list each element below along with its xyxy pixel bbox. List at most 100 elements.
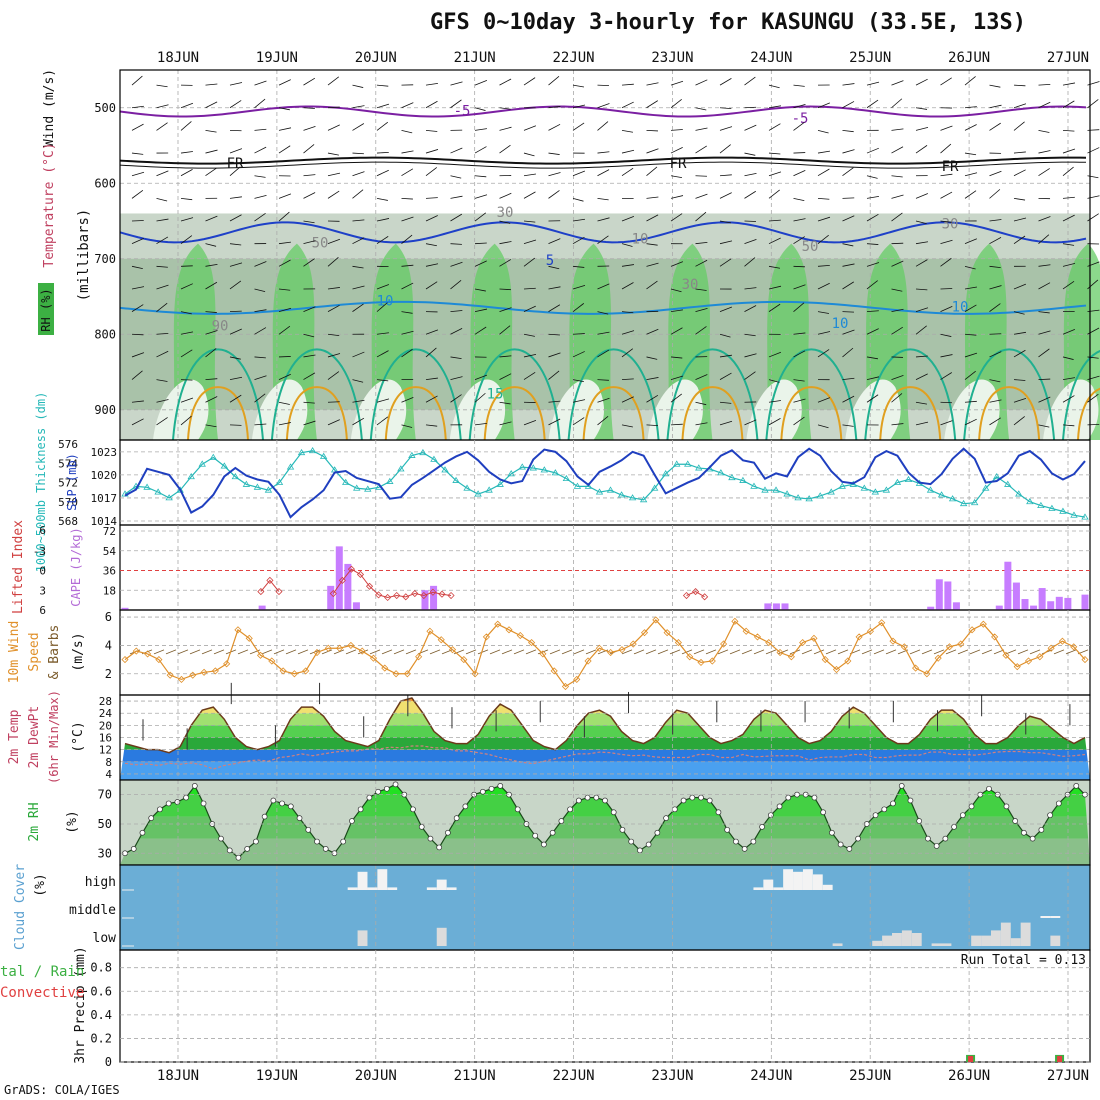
wind-barb (719, 354, 732, 358)
wind-barb (278, 356, 291, 358)
contour-label: FR (227, 156, 244, 172)
rh-point (567, 806, 573, 813)
temp-band (120, 698, 1090, 702)
thickness-point (783, 490, 791, 497)
rh-point (829, 829, 835, 836)
wind-barb (278, 79, 291, 86)
wind-barb (989, 265, 1001, 269)
cape-bar (952, 602, 960, 610)
cape-bar (781, 603, 789, 610)
rh-axis-label: (%) (65, 810, 80, 833)
wind-barb (352, 285, 365, 290)
wind-barb (744, 220, 756, 222)
wind-speed-point (539, 650, 547, 658)
wind-barb (989, 237, 1002, 245)
cloud-high-bar (773, 887, 784, 890)
wind-barb (376, 197, 388, 201)
wind-barb (327, 419, 340, 426)
wind-barb (131, 418, 144, 426)
cape-bar (1055, 596, 1063, 610)
rh-point (715, 809, 722, 816)
wind-barb (719, 192, 732, 199)
wind-barb (499, 325, 511, 335)
wind-barb (205, 130, 217, 133)
wind-barb (499, 421, 512, 426)
wind-barb (1062, 280, 1075, 290)
li-line (686, 591, 705, 598)
wind-barb (278, 288, 291, 291)
wind-barb (670, 261, 684, 267)
rh-point (165, 800, 172, 807)
wind-barb (817, 331, 831, 335)
wind-barb (1038, 101, 1051, 109)
rh-point (750, 838, 757, 845)
thickness-point (728, 473, 736, 481)
wind-barb-10m (489, 649, 501, 655)
wind-barb (327, 106, 340, 109)
wind-barb (131, 105, 144, 109)
wind-barb (891, 242, 904, 245)
wind-barb (1013, 283, 1027, 290)
thickness-point (970, 498, 979, 506)
rh-point (253, 838, 259, 845)
wind-barb (401, 311, 413, 314)
wind-speed-point (516, 631, 524, 640)
wind-barb (1038, 264, 1051, 267)
rh-point (759, 824, 765, 830)
wind-barb (866, 213, 879, 222)
temp-contour-20 (1077, 387, 1100, 441)
temperature-axis-label: Temperature (°C) (42, 142, 57, 267)
temp-contour-20 (285, 386, 348, 441)
rh-point (933, 843, 940, 849)
wind-barb (180, 331, 194, 335)
rh-point (654, 829, 661, 836)
wind-barb (523, 333, 535, 337)
li-line (332, 568, 452, 599)
slp-tick: 1023 (91, 446, 118, 459)
rh-point (532, 832, 539, 839)
thickness-slp-panel: 1014 1017 1020 1023 568 570 572 574 576 1000~500m… (34, 392, 1091, 572)
wind-barb (768, 219, 781, 222)
contour-label: 30 (942, 217, 959, 233)
thickness-point (430, 455, 438, 462)
wind-barb (744, 333, 756, 337)
wind-barb (1062, 329, 1076, 335)
wind-barb (401, 282, 414, 290)
wind-barb (719, 107, 732, 110)
rh-point (986, 785, 992, 792)
thickness-point (948, 495, 957, 502)
wind-barb (1013, 235, 1026, 245)
cloud-high-bar (793, 871, 803, 890)
wind-speed-point (674, 639, 682, 647)
cloud-high-bar (753, 887, 764, 890)
wind-barb (621, 167, 634, 177)
cloud-low-bar (357, 930, 368, 946)
wind-tick: 6 (105, 610, 112, 624)
wind-barb-10m (969, 649, 981, 655)
temp-contour-15 (963, 348, 1056, 441)
wind-barb (425, 424, 438, 427)
wind-barb (229, 424, 242, 426)
thickness-point (209, 453, 217, 460)
wind-barb (817, 397, 831, 403)
wind-barb (842, 311, 854, 313)
wind-barb (621, 330, 635, 335)
wind-barb (499, 241, 512, 245)
wind-barb-10m (837, 649, 849, 655)
wind-barb (1062, 130, 1075, 132)
wind-barb (768, 303, 781, 312)
wind-speed-point (358, 647, 366, 655)
wind-speed-point (528, 639, 536, 647)
rh-point (270, 797, 277, 804)
wind-barb (131, 123, 144, 131)
wind-barb (131, 152, 144, 155)
wind-barb (1013, 398, 1027, 403)
rh-point (549, 829, 556, 836)
wind-barb (670, 175, 683, 178)
wind-barb (670, 309, 683, 313)
wind-barb (940, 372, 952, 380)
wind-barb (915, 421, 929, 426)
wind-barb (989, 399, 1002, 403)
wind-barb (131, 304, 144, 312)
wind-barb-10m (213, 649, 225, 655)
